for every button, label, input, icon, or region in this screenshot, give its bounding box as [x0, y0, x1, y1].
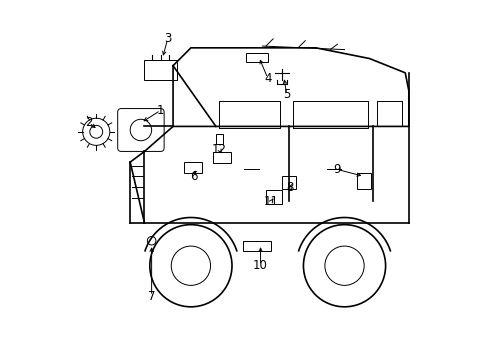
Text: 9: 9 — [332, 163, 340, 176]
Text: 3: 3 — [163, 32, 171, 45]
Text: 1: 1 — [157, 104, 164, 117]
Text: 12: 12 — [212, 143, 226, 156]
Text: 2: 2 — [85, 116, 93, 129]
Text: 7: 7 — [147, 289, 155, 303]
Text: 4: 4 — [264, 72, 271, 85]
Text: 6: 6 — [190, 170, 197, 183]
Text: 10: 10 — [253, 259, 267, 272]
Text: 11: 11 — [263, 195, 278, 208]
Text: 5: 5 — [283, 88, 290, 101]
Text: 8: 8 — [286, 181, 293, 194]
